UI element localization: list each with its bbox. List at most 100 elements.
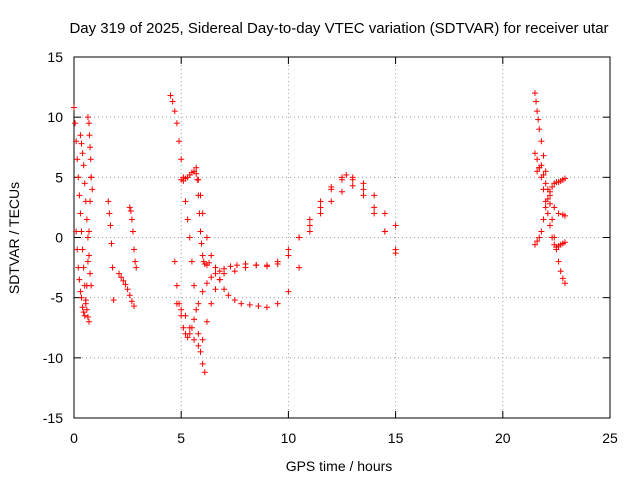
data-point bbox=[392, 246, 399, 253]
data-point bbox=[195, 300, 202, 307]
data-point bbox=[184, 216, 191, 223]
data-point bbox=[131, 246, 138, 253]
data-point bbox=[555, 210, 562, 217]
data-point bbox=[544, 210, 551, 217]
data-point bbox=[105, 198, 112, 205]
data-point bbox=[225, 292, 232, 299]
data-point bbox=[87, 156, 94, 163]
data-point bbox=[533, 98, 540, 105]
data-point bbox=[538, 228, 545, 235]
data-point bbox=[531, 90, 538, 97]
data-point bbox=[392, 222, 399, 229]
data-point bbox=[128, 216, 135, 223]
data-point bbox=[238, 300, 245, 307]
data-point bbox=[540, 152, 547, 159]
data-point bbox=[173, 300, 180, 307]
data-point bbox=[176, 138, 183, 145]
data-point bbox=[274, 258, 281, 265]
data-point bbox=[77, 132, 84, 139]
data-point bbox=[86, 132, 93, 139]
data-point bbox=[274, 300, 281, 307]
data-point bbox=[74, 246, 81, 253]
data-point bbox=[75, 264, 82, 271]
data-point bbox=[188, 258, 195, 265]
x-tick-label: 10 bbox=[281, 430, 297, 446]
x-axis-title: GPS time / hours bbox=[286, 458, 393, 474]
data-point bbox=[82, 198, 89, 205]
series-sat-d bbox=[84, 114, 96, 193]
data-point bbox=[80, 309, 87, 316]
data-point bbox=[75, 174, 82, 181]
y-axis-title: SDTVAR / TECUs bbox=[6, 182, 22, 294]
data-point bbox=[381, 210, 388, 217]
series-sat-b bbox=[73, 174, 95, 319]
y-tick-label: -5 bbox=[51, 290, 64, 306]
data-point bbox=[71, 104, 77, 111]
series-sat-k bbox=[173, 182, 399, 349]
data-point bbox=[193, 164, 200, 171]
x-tick-label: 15 bbox=[388, 430, 404, 446]
data-point bbox=[124, 286, 131, 293]
data-point bbox=[203, 280, 210, 287]
data-point bbox=[178, 156, 185, 163]
data-point bbox=[227, 263, 234, 270]
data-point bbox=[84, 313, 91, 320]
data-point bbox=[360, 186, 367, 193]
data-point bbox=[84, 258, 91, 265]
data-point bbox=[191, 282, 198, 289]
data-point bbox=[255, 303, 262, 310]
data-point bbox=[82, 300, 89, 307]
data-point bbox=[180, 324, 187, 331]
data-point bbox=[549, 216, 556, 223]
data-point bbox=[551, 204, 558, 211]
data-point bbox=[317, 210, 324, 217]
data-point bbox=[534, 238, 541, 245]
data-point bbox=[561, 175, 568, 182]
data-point bbox=[328, 198, 335, 205]
data-point bbox=[296, 264, 303, 271]
data-point bbox=[317, 204, 324, 211]
data-point bbox=[118, 274, 125, 281]
data-point bbox=[542, 204, 549, 211]
data-point bbox=[182, 198, 189, 205]
data-point bbox=[81, 312, 88, 319]
data-point bbox=[534, 156, 541, 163]
tick-labels: 0 5 10 15 20 25 -15 -10 -5 0 5 10 15 bbox=[43, 49, 618, 446]
data-point bbox=[199, 360, 206, 367]
data-point bbox=[88, 282, 95, 289]
data-point bbox=[194, 176, 201, 183]
data-point bbox=[381, 228, 388, 235]
data-point bbox=[285, 246, 292, 253]
data-point bbox=[78, 294, 85, 301]
data-point bbox=[128, 298, 135, 305]
data-point bbox=[73, 228, 80, 235]
y-tick-label: -10 bbox=[43, 350, 63, 366]
data-point bbox=[87, 144, 94, 151]
data-point bbox=[328, 183, 335, 190]
data-point bbox=[536, 234, 543, 241]
data-point bbox=[83, 306, 90, 313]
data-point bbox=[120, 277, 127, 284]
data-point bbox=[184, 334, 191, 341]
data-point bbox=[317, 198, 324, 205]
data-point bbox=[561, 212, 568, 219]
data-point bbox=[86, 252, 93, 259]
data-point bbox=[306, 222, 313, 229]
data-point bbox=[79, 246, 86, 253]
data-point bbox=[531, 241, 538, 248]
data-point bbox=[173, 120, 180, 127]
data-point bbox=[557, 268, 564, 275]
data-point bbox=[126, 292, 133, 299]
data-point bbox=[212, 264, 219, 271]
data-point bbox=[306, 216, 313, 223]
data-point bbox=[360, 192, 367, 199]
data-point bbox=[77, 210, 84, 217]
data-point bbox=[546, 192, 553, 199]
data-point bbox=[84, 234, 91, 241]
data-point bbox=[132, 258, 139, 265]
data-point bbox=[208, 252, 215, 259]
data-point bbox=[531, 150, 538, 157]
data-point bbox=[203, 234, 210, 241]
x-tick-label: 20 bbox=[495, 430, 511, 446]
plot-frame bbox=[73, 56, 611, 419]
